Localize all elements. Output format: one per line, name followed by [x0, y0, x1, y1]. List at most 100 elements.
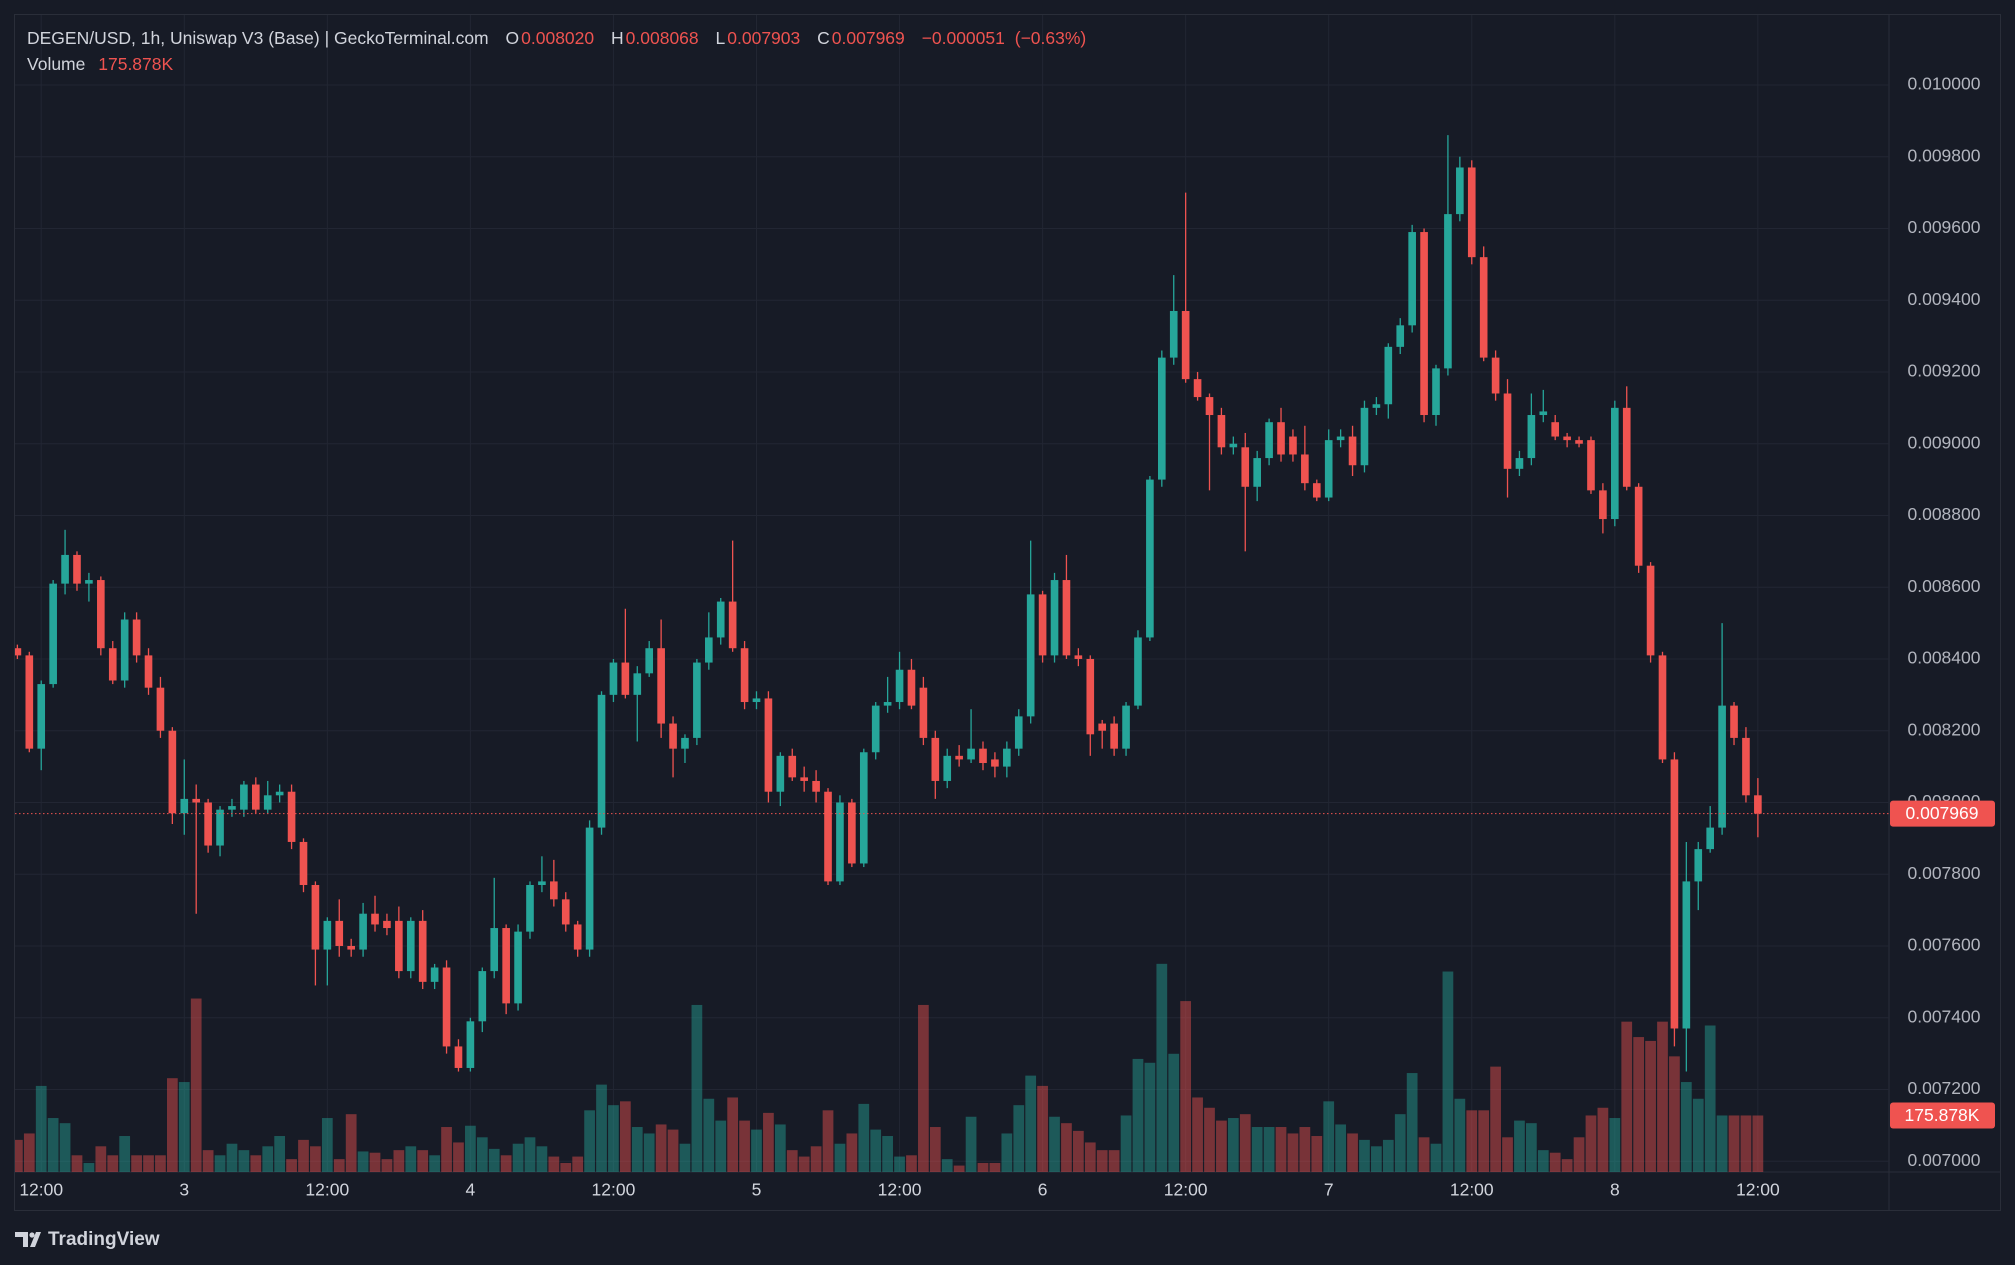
- x-tick-label: 6: [1038, 1180, 1048, 1200]
- candle-body: [1277, 422, 1285, 455]
- candle-body: [311, 884, 320, 950]
- candle-body: [621, 662, 630, 695]
- last-volume-tag: [1890, 1102, 1995, 1129]
- candle-body: [1348, 436, 1357, 466]
- volume-bar: [1299, 1127, 1311, 1172]
- volume-bar: [1514, 1120, 1525, 1172]
- candle-body: [371, 913, 379, 925]
- volume-bar: [1371, 1146, 1382, 1172]
- volume-bar: [846, 1133, 858, 1172]
- volume-bar: [1180, 1001, 1192, 1172]
- candle-body: [1074, 655, 1083, 659]
- candle-body: [931, 737, 940, 781]
- brand-logo[interactable]: TradingView: [15, 1229, 160, 1250]
- volume-bar: [512, 1143, 524, 1172]
- volume-bar: [1502, 1137, 1513, 1172]
- volume-bar: [286, 1159, 297, 1172]
- volume-bar: [95, 1146, 107, 1172]
- y-tick-label: 0.007200: [1908, 1078, 1981, 1098]
- y-tick-label: 0.009200: [1908, 361, 1981, 381]
- candle-body: [788, 755, 797, 778]
- candle-body: [1575, 440, 1583, 444]
- volume-bar: [1466, 1110, 1478, 1172]
- candle-body: [263, 795, 272, 810]
- candle-body: [1742, 737, 1750, 796]
- volume-bar: [1740, 1115, 1752, 1172]
- last-volume-label: 175.878K: [1905, 1105, 1980, 1125]
- volume-bar: [429, 1155, 440, 1172]
- volume-bar: [1359, 1139, 1370, 1172]
- volume-bar: [1168, 1053, 1180, 1172]
- volume-bar: [1478, 1110, 1490, 1172]
- volume-bar: [572, 1156, 584, 1172]
- y-tick-label: 0.009000: [1908, 432, 1981, 452]
- volume-bar: [381, 1159, 393, 1172]
- candle-body: [1372, 404, 1381, 408]
- volume-bar: [476, 1137, 488, 1172]
- candle-body: [776, 755, 785, 792]
- candle-body: [895, 669, 904, 703]
- candle-body: [359, 913, 367, 950]
- candle-body: [192, 798, 201, 803]
- volume-bar: [35, 1085, 47, 1172]
- volume-bar: [1382, 1139, 1394, 1172]
- volume-bar: [23, 1133, 35, 1172]
- volume-bar: [1084, 1142, 1096, 1172]
- candle-body: [800, 777, 808, 781]
- candle-body: [585, 827, 594, 950]
- x-tick-label: 12:00: [1736, 1180, 1780, 1200]
- volume-bar: [143, 1155, 154, 1172]
- volume-bar: [1311, 1136, 1323, 1172]
- ohlc-name: O: [505, 28, 520, 48]
- volume-bar: [15, 1139, 23, 1172]
- candle-body: [764, 698, 773, 792]
- candle-body: [1563, 436, 1571, 441]
- volume-bar: [1549, 1152, 1561, 1172]
- volume-bar: [214, 1155, 226, 1172]
- volume-bar: [453, 1142, 464, 1172]
- candle-body: [1289, 436, 1297, 455]
- candle-body: [1694, 849, 1703, 882]
- volume-bar: [71, 1155, 83, 1172]
- candle-body: [1336, 436, 1345, 441]
- candle-body: [657, 648, 665, 724]
- volume-bar: [1096, 1150, 1108, 1172]
- candle-body: [1038, 594, 1047, 656]
- candle-body: [645, 648, 654, 674]
- volume-bar: [1239, 1114, 1251, 1172]
- volume-bar: [1430, 1143, 1442, 1172]
- candle-body: [1146, 479, 1154, 638]
- volume-bar: [190, 998, 202, 1172]
- candle-body: [1122, 705, 1130, 749]
- volume-bar: [798, 1156, 810, 1172]
- volume-bar: [560, 1163, 572, 1172]
- candle-body: [943, 755, 952, 781]
- volume-bar: [941, 1159, 953, 1172]
- candle-body: [740, 648, 749, 703]
- volume-value: 175.878K: [98, 54, 174, 74]
- chart-frame: [14, 14, 2001, 1211]
- y-tick-label: 0.009400: [1908, 289, 1981, 309]
- volume-bar: [238, 1150, 250, 1172]
- candle-body: [955, 755, 963, 760]
- y-tick-label: 0.007400: [1908, 1006, 1981, 1026]
- volume-bar: [47, 1118, 59, 1172]
- volume-bar: [1144, 1062, 1156, 1172]
- candle-body: [848, 802, 856, 864]
- volume-bar: [1347, 1133, 1358, 1172]
- y-tick-label: 0.010000: [1908, 74, 1981, 94]
- x-tick-label: 12:00: [305, 1180, 349, 1200]
- candle-body: [168, 730, 177, 814]
- candle-body: [1157, 357, 1166, 480]
- volume-bar: [584, 1110, 595, 1172]
- volume-bar: [1120, 1115, 1132, 1172]
- volume-bar: [822, 1110, 834, 1172]
- x-tick-label: 12:00: [19, 1180, 63, 1200]
- ohlc-name: L: [715, 28, 726, 48]
- candle-body: [907, 669, 916, 706]
- candle-body: [1503, 393, 1512, 469]
- candle-body: [1110, 723, 1118, 749]
- volume-legend: Volume 175.878K: [27, 53, 173, 75]
